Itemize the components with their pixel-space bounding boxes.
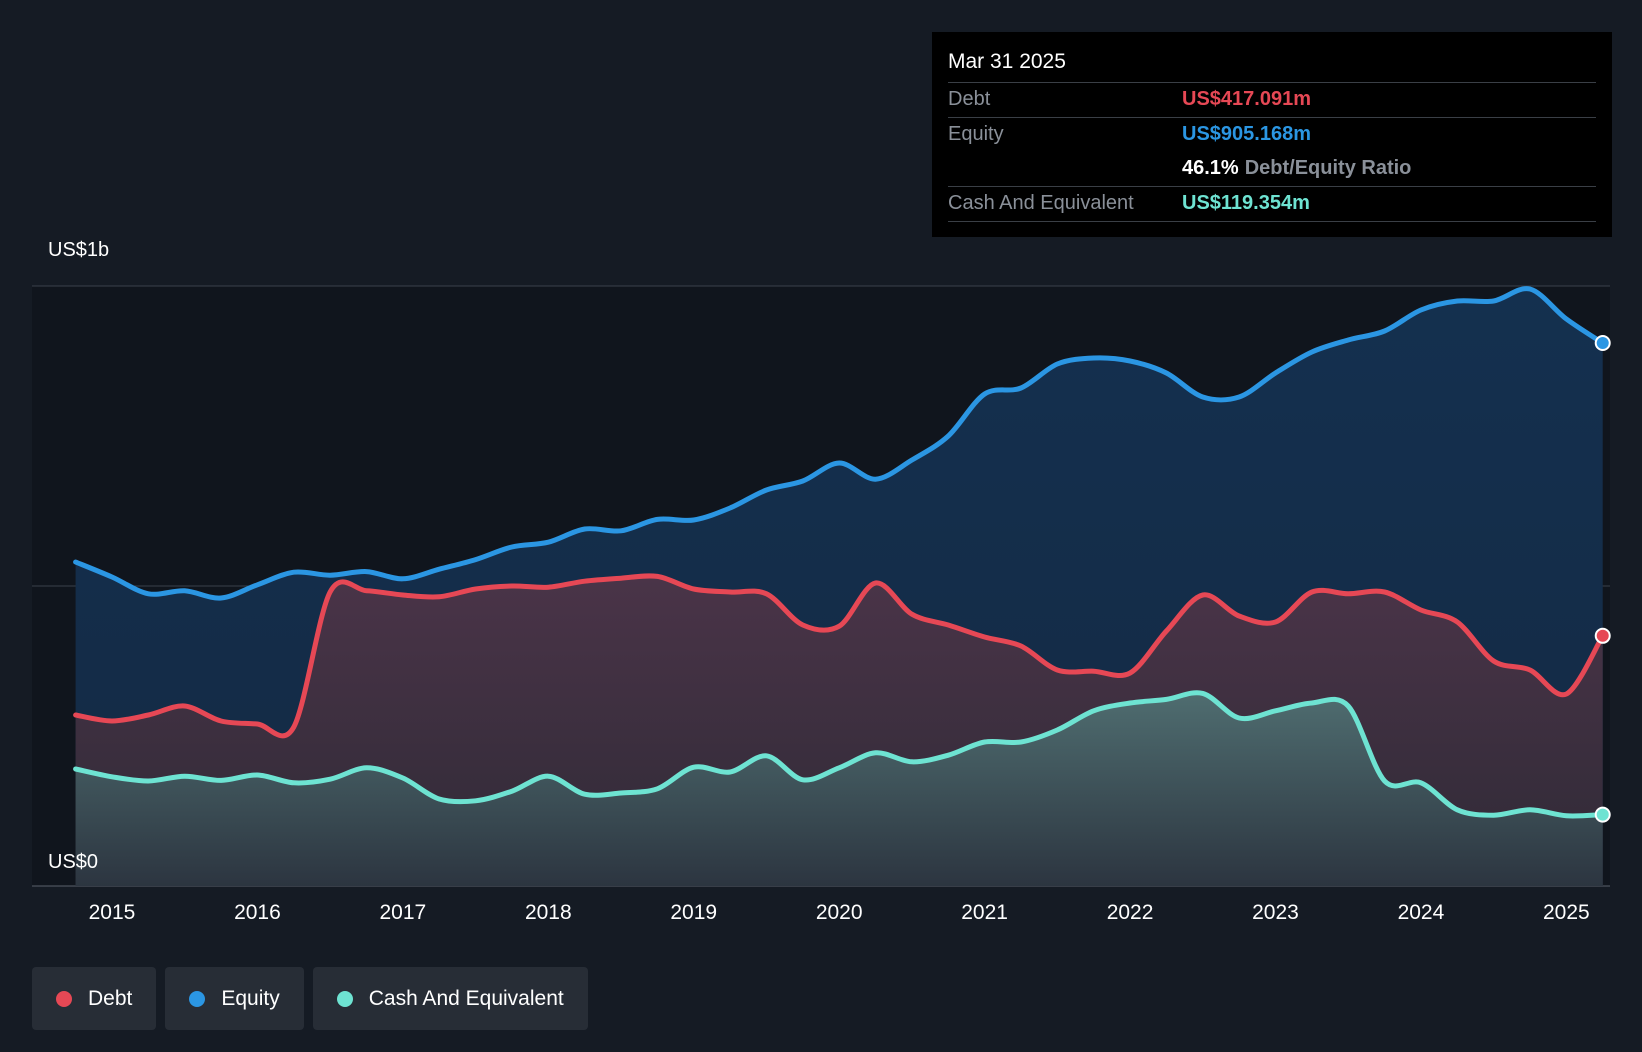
debt-endpoint: [1594, 627, 1611, 644]
legend-dot-icon: [336, 990, 353, 1007]
x-tick-label: 2016: [234, 901, 281, 924]
series-areas: [75, 288, 1603, 887]
debt-line: [73, 573, 1606, 739]
x-tick-label: 2020: [816, 901, 863, 924]
series-endpoints: [1594, 335, 1611, 823]
tooltip-debt-value: US$417.091m: [1182, 88, 1311, 110]
legend-label-equity: Equity: [221, 986, 280, 1010]
x-tick-label: 2018: [525, 901, 572, 924]
legend-dot-icon: [56, 990, 72, 1007]
tooltip-ratio-value: 46.1%: [1182, 157, 1239, 179]
tooltip-cash-value: US$119.354m: [1182, 192, 1310, 214]
y-axis-top-label: US$1b: [48, 239, 110, 261]
x-axis-ticks: 2015 2016 2017 2018 2019 2020 2021 2022 2023 2024…: [89, 901, 1590, 924]
tooltip-date: Mar 31 2025: [948, 46, 1596, 83]
series-lines: [73, 286, 1606, 819]
tooltip-ratio-spacer: [948, 152, 1182, 186]
x-tick-label: 2023: [1252, 901, 1299, 924]
tooltip-equity-label: Equity: [948, 123, 1004, 145]
x-tick-label: 2017: [380, 901, 427, 924]
legend-label-debt: Debt: [88, 986, 133, 1010]
tooltip-row-equity: Equity US$905.168m: [948, 118, 1596, 152]
x-tick-label: 2022: [1107, 901, 1154, 924]
tooltip-row-ratio: 46.1% Debt/Equity Ratio: [948, 152, 1596, 187]
legend-label-cash: Cash And Equivalent: [368, 986, 564, 1010]
tooltip-debt-label: Debt: [948, 88, 991, 110]
tooltip-panel: Mar 31 2025 Debt US$417.091m Equity US$9…: [932, 32, 1612, 237]
equity-endpoint: [1594, 335, 1611, 351]
x-tick-label: 2021: [961, 901, 1008, 924]
tooltip-equity-value: US$905.168m: [1182, 123, 1311, 145]
tooltip-row-debt: Debt US$417.091m: [948, 83, 1596, 118]
tooltip-ratio-label: Debt/Equity Ratio: [1244, 157, 1412, 179]
x-tick-label: 2024: [1398, 901, 1445, 924]
x-tick-label: 2025: [1543, 901, 1590, 924]
tooltip-cash-label: Cash And Equivalent: [948, 192, 1134, 214]
y-axis-bottom-label: US$0: [48, 851, 99, 873]
cash-area: [75, 692, 1603, 886]
equity-line: [73, 286, 1606, 601]
x-tick-label: 2015: [89, 901, 136, 924]
cash-line: [73, 690, 1606, 819]
cash-endpoint: [1594, 806, 1611, 823]
legend-item-equity[interactable]: Equity: [165, 967, 304, 1030]
tooltip-row-cash: Cash And Equivalent US$119.354m: [948, 187, 1596, 222]
legend: Debt Equity Cash And Equivalent: [32, 967, 588, 1030]
legend-item-cash[interactable]: Cash And Equivalent: [312, 967, 588, 1030]
legend-dot-icon: [189, 990, 206, 1007]
x-tick-label: 2019: [670, 901, 717, 924]
legend-item-debt[interactable]: Debt: [32, 967, 157, 1030]
